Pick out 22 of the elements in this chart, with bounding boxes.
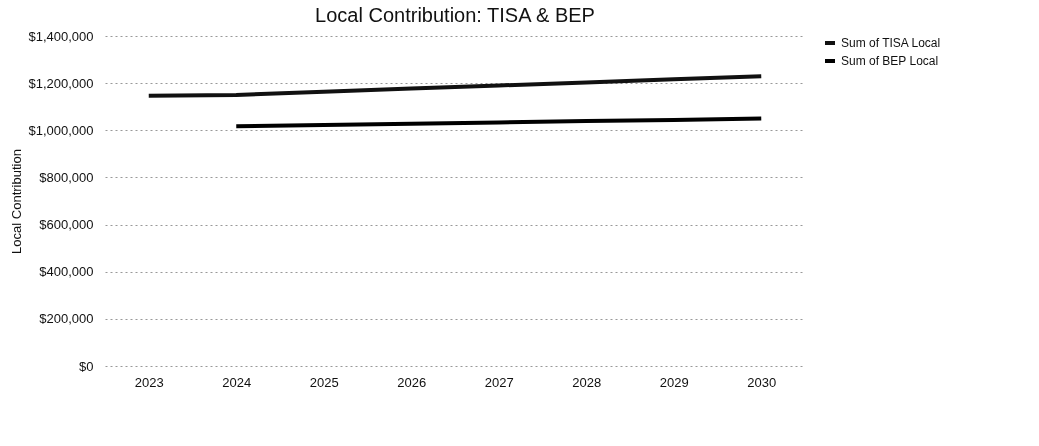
y-tick-label: $1,200,000 bbox=[28, 75, 94, 91]
y-tick-label: $1,000,000 bbox=[28, 122, 94, 138]
x-tick-label: 2026 bbox=[397, 374, 427, 390]
y-tick-label: $800,000 bbox=[39, 169, 94, 185]
legend-label: Sum of TISA Local bbox=[841, 36, 941, 50]
y-tick-label: $0 bbox=[79, 358, 94, 374]
x-tick-label: 2028 bbox=[572, 374, 602, 390]
x-tick-label: 2024 bbox=[222, 374, 252, 390]
legend-label: Sum of BEP Local bbox=[841, 54, 939, 68]
x-tick-label: 2027 bbox=[484, 374, 514, 390]
y-tick-label: $200,000 bbox=[39, 311, 94, 327]
x-tick-label: 2029 bbox=[659, 374, 689, 390]
y-tick-label: $400,000 bbox=[39, 264, 94, 280]
x-tick-label: 2025 bbox=[309, 374, 339, 390]
chart-title: Local Contribution: TISA & BEP bbox=[315, 4, 595, 26]
line-series bbox=[234, 116, 764, 129]
y-axis-title: Local Contribution bbox=[9, 149, 25, 254]
line-series bbox=[146, 74, 764, 98]
x-tick-label: 2023 bbox=[134, 374, 164, 390]
y-tick-label: $1,400,000 bbox=[28, 28, 94, 44]
y-tick-label: $600,000 bbox=[39, 217, 94, 233]
x-tick-label: 2030 bbox=[747, 374, 777, 390]
